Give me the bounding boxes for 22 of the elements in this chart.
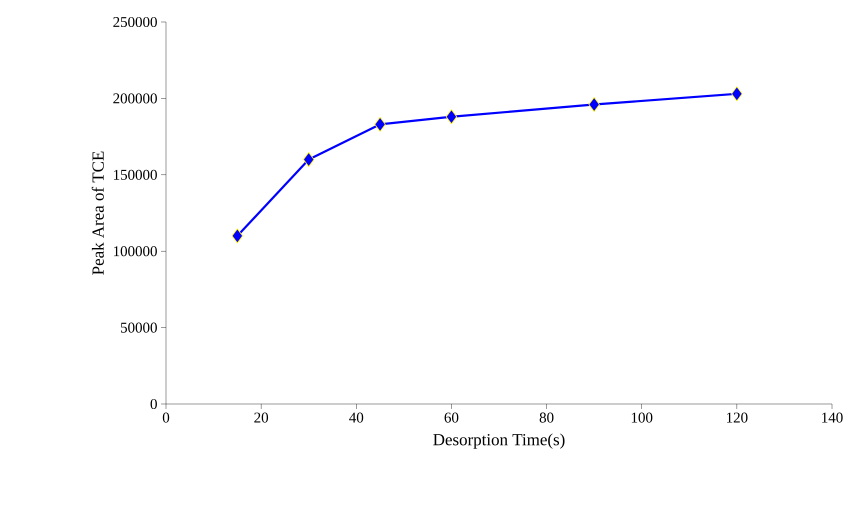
y-tick-label: 250000 (113, 16, 157, 28)
point (588, 97, 600, 112)
y-tick-label: 0 (150, 398, 157, 410)
point (374, 116, 386, 132)
x-tick-label: 140 (822, 412, 843, 423)
x-tick-label: 80 (540, 412, 554, 423)
point (303, 152, 314, 167)
point (232, 228, 244, 244)
x-tick-label: 100 (632, 412, 652, 423)
y-axis-title: Peak Area of TCE (92, 152, 104, 275)
y-tick-label: 200000 (113, 93, 157, 104)
y-tick-label: 50000 (120, 322, 157, 333)
y-tick-label: 100000 (114, 246, 157, 256)
x-axis-title: Desorption Time(s) (433, 433, 565, 449)
point (731, 86, 743, 102)
point (446, 109, 458, 124)
x-tick-label: 120 (726, 412, 748, 423)
y-tick-label: 150000 (114, 170, 157, 180)
x-tick-label: 40 (349, 412, 364, 423)
x-tick-label: 0 (162, 412, 170, 423)
x-tick-label: 60 (444, 412, 458, 423)
x-tick-label: 20 (254, 412, 268, 423)
